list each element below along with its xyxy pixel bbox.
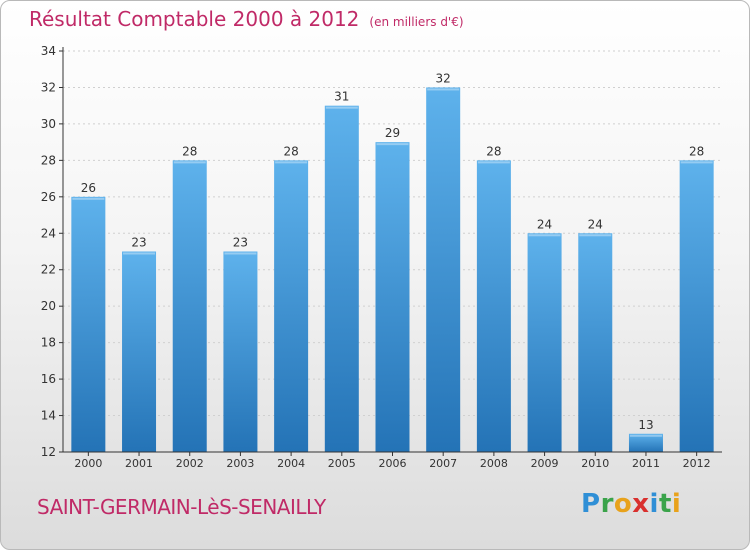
logo-letter: i <box>671 489 682 519</box>
bar <box>679 160 714 452</box>
bar-highlight <box>123 252 156 255</box>
logo-letter: o <box>613 489 633 519</box>
logo-letter: P <box>581 489 601 519</box>
y-tick-label: 32 <box>41 80 56 94</box>
bar-chart: 26 23 28 23 28 31 29 32 28 24 24 13 28 12 14 16 18 20 22 2… <box>41 44 722 470</box>
bars: 26 23 28 23 28 31 29 32 28 24 24 13 28 <box>71 71 714 453</box>
bar <box>274 160 309 452</box>
bar-highlight <box>427 88 460 91</box>
bar <box>578 233 613 452</box>
bar-highlight <box>224 252 257 255</box>
data-label: 13 <box>638 418 653 432</box>
bar <box>375 142 410 453</box>
y-tick-label: 16 <box>41 372 56 386</box>
bar <box>122 251 157 452</box>
logo-letter: i <box>649 489 659 519</box>
logo-letter: x <box>632 489 650 519</box>
bar-highlight <box>325 106 358 109</box>
y-tick-label: 34 <box>41 44 56 58</box>
bar <box>527 233 562 452</box>
data-label: 23 <box>131 236 146 250</box>
x-tick-label: 2006 <box>379 457 407 470</box>
x-tick-label: 2000 <box>74 457 102 470</box>
y-tick-label: 24 <box>41 226 56 240</box>
data-label: 28 <box>689 144 704 158</box>
x-tick-label: 2007 <box>429 457 457 470</box>
proxiti-logo[interactable]: Proxiti <box>581 489 681 519</box>
x-tick-label: 2005 <box>328 457 356 470</box>
bar-highlight <box>629 434 662 437</box>
data-label: 24 <box>537 217 552 231</box>
bar-highlight <box>579 234 612 237</box>
x-tick-label: 2009 <box>531 457 559 470</box>
y-tick-label: 28 <box>41 153 56 167</box>
data-label: 28 <box>182 144 197 158</box>
data-label: 28 <box>283 144 298 158</box>
x-tick-label: 2001 <box>125 457 153 470</box>
data-label: 24 <box>588 217 603 231</box>
commune-name: SAINT-GERMAIN-LèS-SENAILLY <box>37 495 326 519</box>
x-tick-label: 2010 <box>581 457 609 470</box>
data-label: 31 <box>334 90 349 104</box>
x-tick-label: 2011 <box>632 457 660 470</box>
data-label: 23 <box>233 236 248 250</box>
chart-subtitle: (en milliers d'€) <box>369 15 464 29</box>
logo-letter: t <box>658 489 672 519</box>
y-tick-label: 18 <box>41 336 56 350</box>
bar <box>426 87 461 453</box>
bar-highlight <box>680 161 713 164</box>
y-tick-label: 20 <box>41 299 56 313</box>
bar-highlight <box>528 234 561 237</box>
y-tick-label: 22 <box>41 263 56 277</box>
bar <box>172 160 207 452</box>
data-label: 26 <box>81 181 96 195</box>
bar <box>324 105 359 452</box>
y-tick-label: 30 <box>41 117 56 131</box>
bar <box>476 160 511 452</box>
chart-title: Résultat Comptable 2000 à 2012 (en millie… <box>29 7 464 31</box>
bar-highlight <box>275 161 308 164</box>
x-tick-label: 2003 <box>226 457 254 470</box>
y-tick-label: 26 <box>41 190 56 204</box>
data-label: 28 <box>486 144 501 158</box>
y-tick-label: 14 <box>41 409 56 423</box>
x-tick-label: 2012 <box>683 457 711 470</box>
bar-highlight <box>477 161 510 164</box>
x-tick-label: 2004 <box>277 457 305 470</box>
data-label: 29 <box>385 126 400 140</box>
bar <box>223 251 258 452</box>
axes: 12 14 16 18 20 22 24 26 28 30 32 34 2000 2001 2002 2003… <box>41 44 722 470</box>
bar <box>628 433 663 452</box>
x-tick-label: 2002 <box>176 457 204 470</box>
y-tick-label: 12 <box>41 445 56 459</box>
logo-letter: r <box>600 489 614 519</box>
bar-highlight <box>173 161 206 164</box>
bar-highlight <box>376 143 409 146</box>
bar <box>71 196 106 452</box>
x-tick-label: 2008 <box>480 457 508 470</box>
data-label: 32 <box>436 71 451 85</box>
bar-highlight <box>72 197 105 200</box>
